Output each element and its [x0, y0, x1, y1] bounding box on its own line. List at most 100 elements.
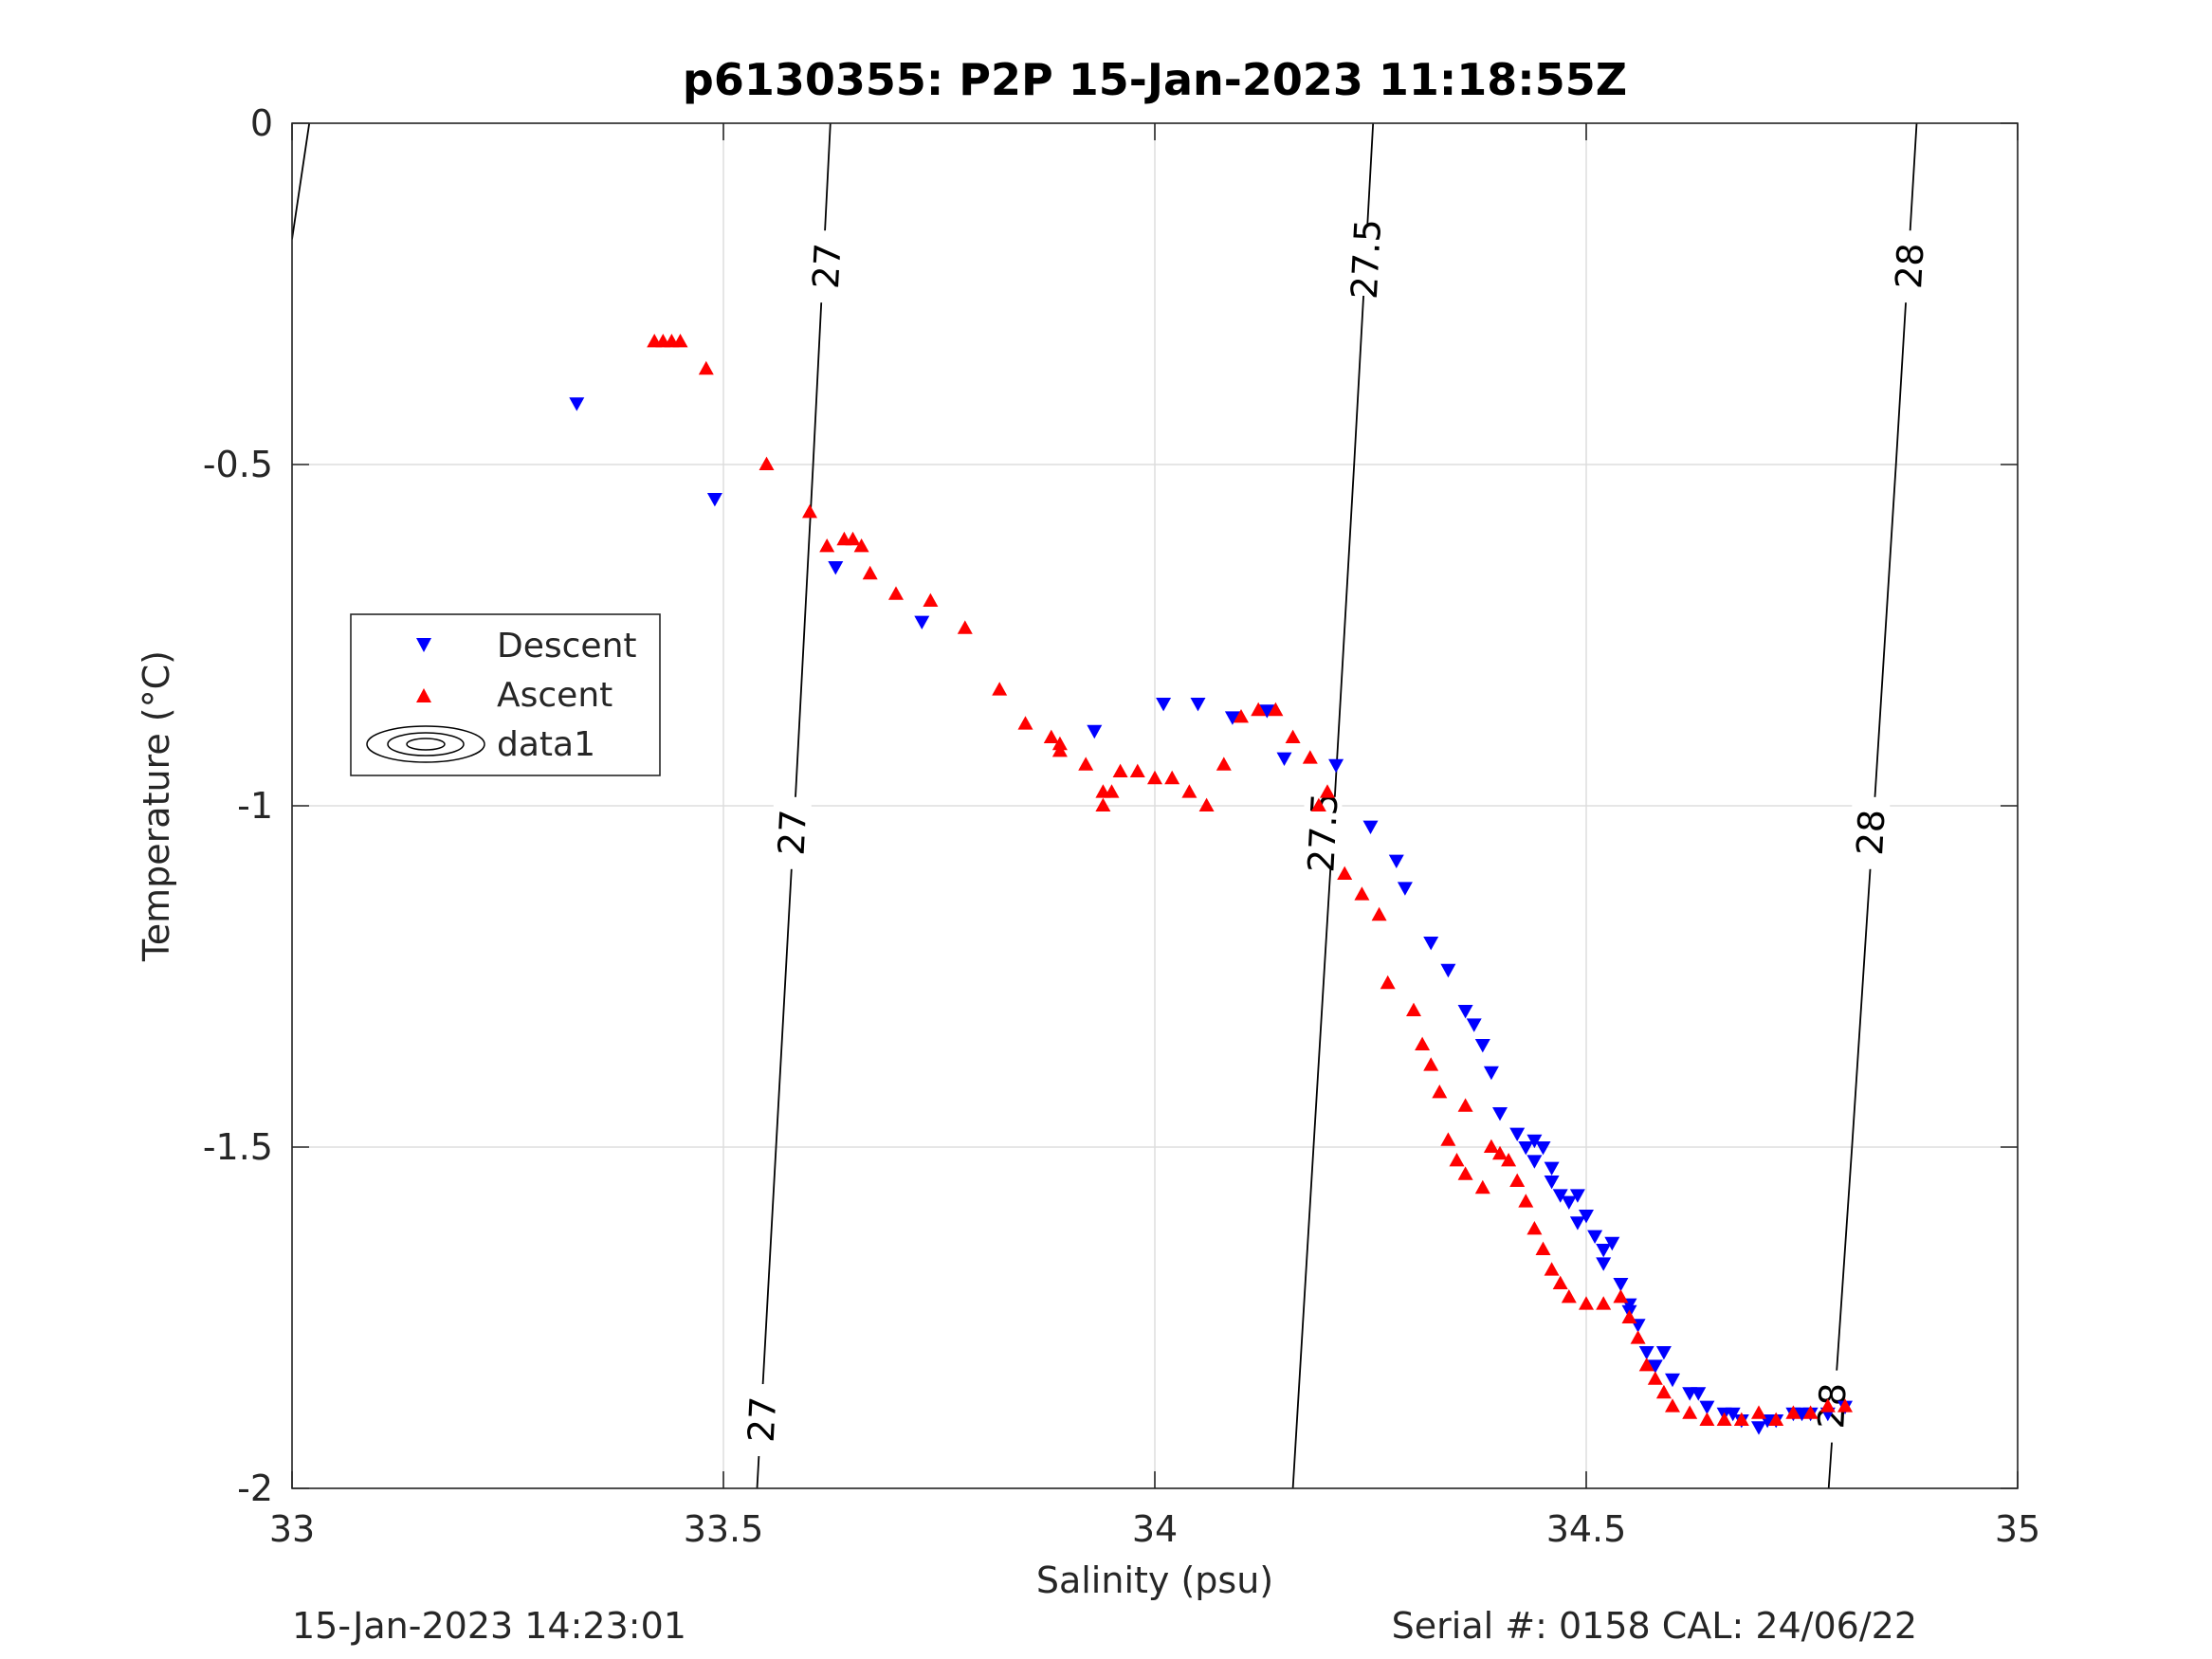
descent-point: [1474, 1039, 1490, 1053]
x-tick-label: 34.5: [1546, 1508, 1627, 1550]
descent-point: [1423, 937, 1439, 951]
y-tick-label: -1: [237, 785, 273, 827]
ascent-point: [1630, 1330, 1646, 1344]
legend-box: [350, 613, 661, 776]
ascent-point: [1819, 1398, 1836, 1413]
ascent-point: [1596, 1296, 1612, 1310]
ascent-point: [759, 456, 775, 470]
ascent-point: [1457, 1166, 1473, 1180]
contour-label-bg: [1891, 230, 1929, 303]
y-axis-label: Temperature (°C): [136, 650, 177, 962]
descent-point: [1613, 1278, 1629, 1292]
descent-point: [1440, 963, 1456, 978]
ascent-point: [1613, 1289, 1629, 1304]
ascent-point: [1733, 1412, 1749, 1426]
descent-point: [1596, 1244, 1612, 1258]
ascent-point: [888, 586, 904, 600]
ascent-point: [1406, 1002, 1421, 1016]
ascent-point: [845, 531, 861, 546]
ascent-point: [1501, 1153, 1517, 1167]
descent-point: [1544, 1176, 1560, 1190]
ascent-point: [1699, 1412, 1715, 1426]
ascent-point: [655, 334, 671, 348]
descent-point: [1665, 1373, 1680, 1388]
legend-contour-icon: [366, 725, 485, 763]
footer-serial-cal: Serial #: 0158 CAL: 24/06/22: [1392, 1605, 1917, 1647]
ascent-point: [1164, 770, 1180, 785]
ascent-point: [1380, 975, 1396, 990]
descent-point: [1552, 1189, 1568, 1203]
ascent-point: [1552, 1275, 1568, 1289]
ascent-point: [923, 592, 939, 607]
x-tick-label: 35: [1995, 1508, 2040, 1550]
ascent-point: [1483, 1139, 1499, 1153]
ascent-point: [1415, 1036, 1431, 1050]
descent-point: [1509, 1127, 1526, 1141]
ascent-point: [1017, 716, 1033, 730]
descent-point: [1087, 724, 1103, 739]
descent-point: [1535, 1141, 1551, 1156]
contour-label-bg: [1346, 224, 1385, 296]
ascent-point: [1509, 1173, 1526, 1187]
ascent-point: [1768, 1412, 1784, 1426]
y-tick-label: 0: [250, 102, 273, 144]
ascent-point: [1655, 1384, 1672, 1399]
descent-point: [1276, 752, 1292, 766]
legend-descent-marker: [416, 638, 431, 652]
ascent-point: [1802, 1405, 1819, 1419]
contour-label-bg: [742, 1384, 781, 1456]
contour-label-28: 28: [1888, 242, 1931, 290]
series-descent: [569, 397, 1853, 1435]
ascent-point: [672, 334, 688, 348]
descent-point: [1725, 1407, 1741, 1422]
descent-point: [1259, 704, 1275, 719]
ascent-point: [1310, 797, 1326, 811]
contour-label-27.5: 27.5: [1300, 792, 1345, 874]
ascent-point: [853, 538, 869, 553]
descent-point: [1224, 711, 1240, 725]
ascent-point: [1320, 784, 1335, 798]
descent-point: [1647, 1359, 1663, 1374]
x-tick-label: 34: [1132, 1508, 1178, 1550]
descent-point: [1457, 1005, 1473, 1019]
ascent-point: [1457, 1098, 1473, 1112]
ascent-point: [1535, 1241, 1551, 1255]
descent-point: [1388, 854, 1404, 868]
legend-ascent-marker: [416, 688, 431, 702]
ascent-point: [1837, 1398, 1853, 1413]
descent-point: [1691, 1387, 1707, 1401]
ascent-point: [1285, 729, 1301, 743]
contour-label-28: 28: [1849, 809, 1892, 857]
ascent-point: [1647, 1371, 1663, 1385]
ascent-point: [1371, 906, 1387, 921]
descent-point: [1518, 1141, 1534, 1156]
ascent-point: [1518, 1194, 1534, 1208]
contour-label-27: 27: [771, 809, 814, 857]
ascent-point: [1621, 1309, 1637, 1323]
ascent-point: [1665, 1398, 1680, 1413]
footer-timestamp: 15-Jan-2023 14:23:01: [292, 1605, 686, 1647]
ascent-point: [1440, 1132, 1456, 1146]
contour-label-bg: [808, 230, 847, 303]
descent-point: [1362, 820, 1379, 834]
contour-label-27: 27: [740, 1395, 784, 1444]
ascent-point: [1337, 866, 1353, 880]
descent-point: [1604, 1236, 1620, 1251]
descent-point: [1699, 1400, 1715, 1414]
x-axis-label: Salinity (psu): [1036, 1559, 1273, 1601]
descent-point: [1596, 1257, 1612, 1271]
ascent-point: [1492, 1145, 1508, 1160]
legend-data1-label: data1: [497, 725, 595, 764]
descent-point: [1190, 698, 1206, 712]
ascent-point: [1526, 1221, 1543, 1235]
ascent-point: [1579, 1296, 1594, 1310]
y-tick-label: -2: [237, 1468, 273, 1509]
chart-title: p6130355: P2P 15-Jan-2023 11:18:55Z: [683, 54, 1627, 105]
descent-point: [914, 615, 930, 629]
ascent-point: [1638, 1358, 1654, 1372]
ascent-point: [1302, 750, 1318, 764]
ascent-point: [1051, 736, 1068, 751]
descent-point: [1751, 1421, 1766, 1435]
descent-point: [1397, 882, 1413, 896]
